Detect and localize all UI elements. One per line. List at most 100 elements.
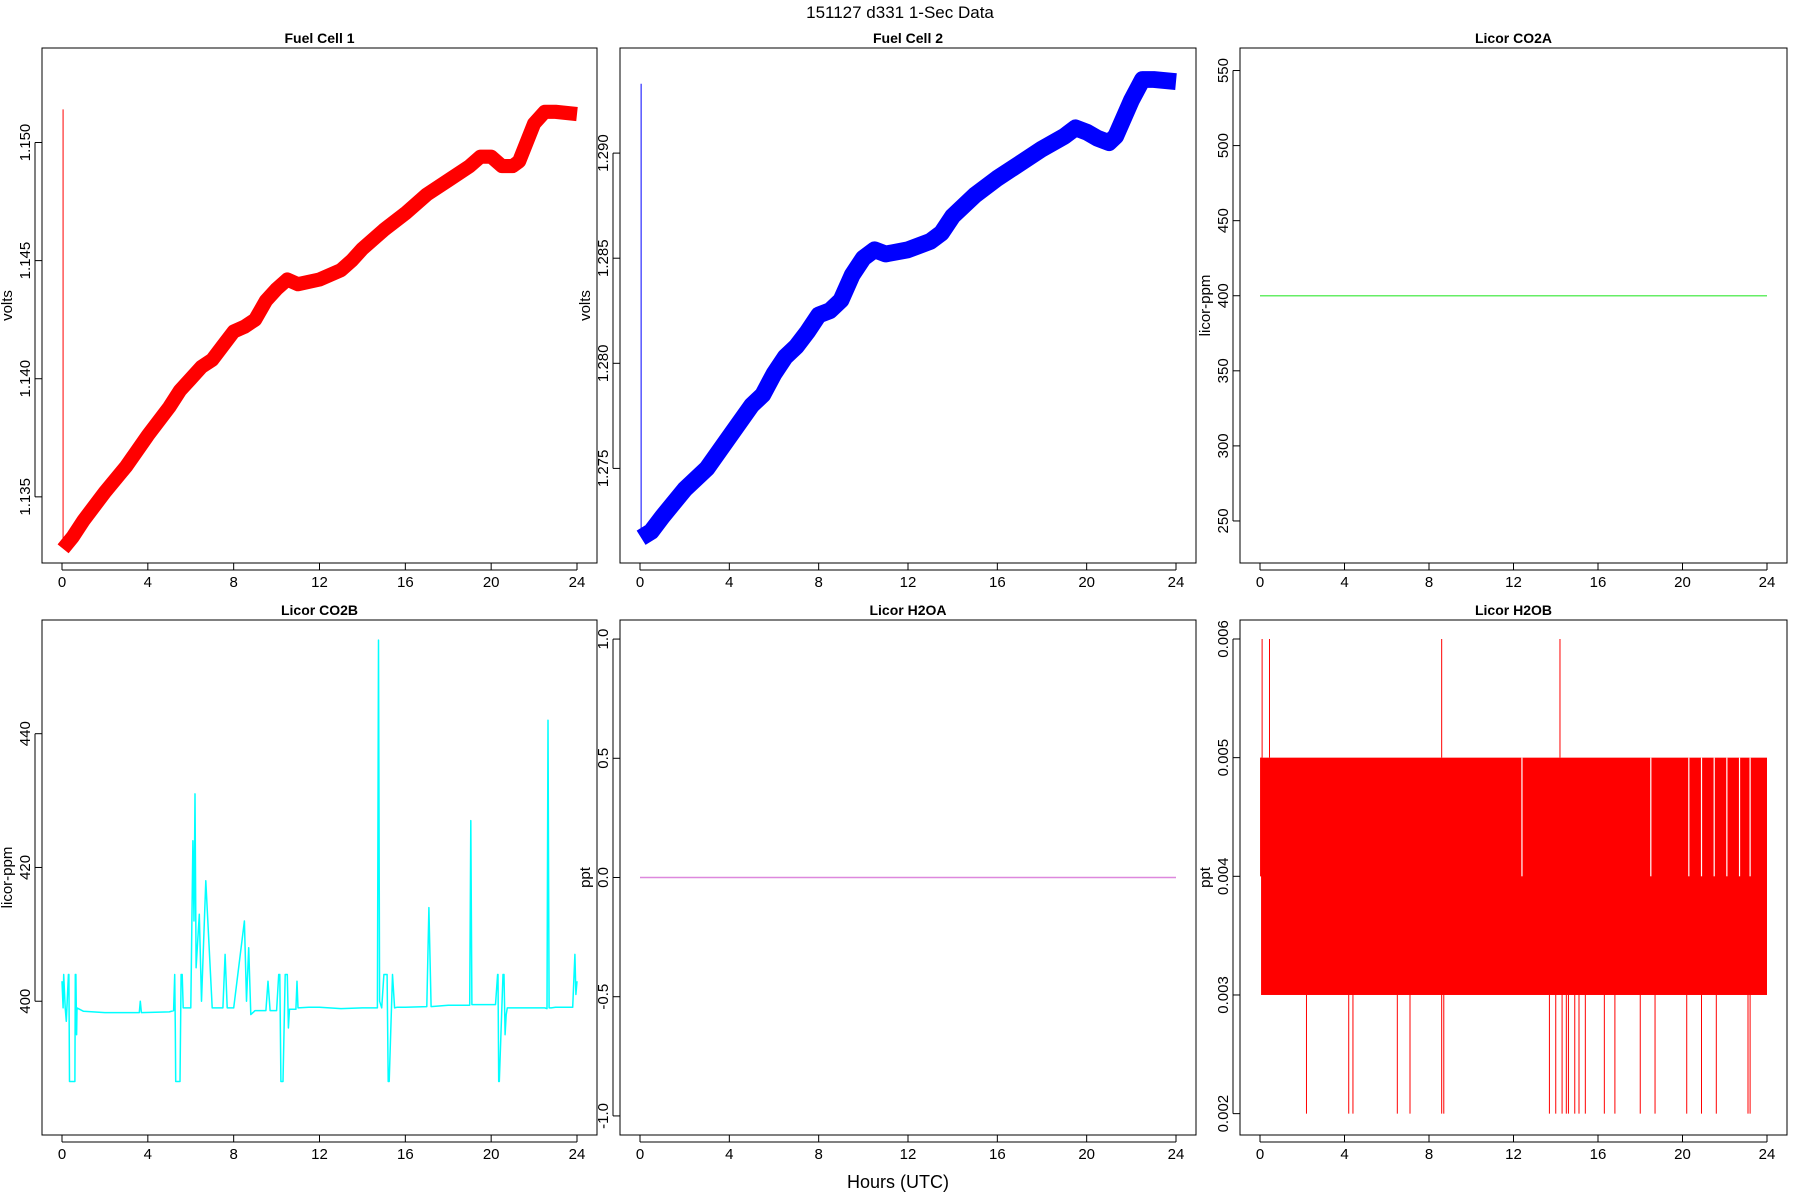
x-tick-label: 4 [1340, 1146, 1348, 1163]
x-tick-label: 0 [58, 574, 66, 591]
x-tick-label: 8 [814, 574, 822, 591]
x-tick-label: 20 [1078, 1146, 1095, 1163]
y-axis-label: ppt [577, 866, 594, 888]
panel-title: Licor H2OB [1475, 602, 1552, 618]
plot-area [57, 104, 578, 554]
x-tick-label: 0 [1256, 1146, 1264, 1163]
y-tick-label: 0.0 [595, 867, 612, 888]
x-tick-label: 8 [1425, 1146, 1433, 1163]
x-tick-label: 24 [1759, 1146, 1776, 1163]
x-tick-label: 16 [397, 574, 414, 591]
y-tick-label: 1.145 [17, 242, 34, 280]
y-axis-label: licor-ppm [0, 847, 16, 909]
y-axis-label: ppt [1197, 866, 1214, 888]
y-tick-label: 1.290 [595, 134, 612, 172]
panel-2: Fuel Cell 2 volts 0 4 8 12 16 20 24 1.275 1.280 1.2… [577, 30, 1197, 591]
y-tick-label: 1.280 [595, 345, 612, 383]
y-tick-label: 1.150 [17, 124, 34, 162]
plot-area [636, 71, 1177, 545]
x-tick-label: 20 [483, 574, 500, 591]
series-band [1261, 757, 1767, 995]
x-tick-label: 16 [397, 1146, 414, 1163]
x-tick-label: 4 [725, 1146, 733, 1163]
panel-title: Fuel Cell 1 [284, 30, 354, 46]
plot-frame [1239, 47, 1788, 564]
x-tick-label: 4 [144, 574, 152, 591]
y-tick-label: 0.5 [595, 748, 612, 769]
x-tick-label: 16 [989, 574, 1006, 591]
y-tick-label: 500 [1215, 133, 1232, 158]
x-tick-label: 20 [483, 1146, 500, 1163]
plot-frame [41, 47, 598, 564]
x-tick-label: 4 [1340, 574, 1348, 591]
y-tick-label: -0.5 [595, 984, 612, 1010]
x-tick-label: 0 [636, 574, 644, 591]
y-tick-label: 400 [1215, 283, 1232, 308]
y-tick-label: -1.0 [595, 1103, 612, 1129]
x-tick-label: 0 [636, 1146, 644, 1163]
x-tick-label: 24 [569, 574, 586, 591]
x-tick-label: 12 [1505, 574, 1522, 591]
figure-xlabel: Hours (UTC) [847, 1172, 949, 1192]
plot-area [61, 639, 578, 1083]
y-tick-label: 550 [1215, 58, 1232, 83]
x-tick-label: 8 [814, 1146, 822, 1163]
x-tick-label: 16 [989, 1146, 1006, 1163]
y-tick-label: 0.003 [1215, 976, 1232, 1014]
panel-4: Licor CO2B licor-ppm 0 4 8 12 16 20 24 400 420 440 [0, 602, 598, 1163]
panel-title: Licor CO2B [281, 602, 358, 618]
panel-title: Fuel Cell 2 [873, 30, 943, 46]
x-tick-label: 12 [900, 574, 917, 591]
x-tick-label: 12 [900, 1146, 917, 1163]
y-axis-label: volts [0, 290, 16, 321]
x-tick-label: 20 [1674, 574, 1691, 591]
panel-title: Licor CO2A [1475, 30, 1552, 46]
series-line [636, 71, 1177, 545]
panels: Fuel Cell 1 volts 0 4 8 12 16 20 24 1.135 1.140 1.1… [0, 30, 1788, 1163]
x-tick-label: 16 [1590, 1146, 1607, 1163]
plot-frame [41, 619, 598, 1136]
panel-5: Licor H2OA ppt 0 4 8 12 16 20 24 -1.0 -0.5 0.0 0.5 1.… [577, 602, 1197, 1163]
y-tick-label: 350 [1215, 358, 1232, 383]
x-tick-label: 4 [725, 574, 733, 591]
y-axis-label: licor-ppm [1197, 275, 1214, 337]
y-tick-label: 400 [17, 989, 34, 1014]
x-tick-label: 24 [569, 1146, 586, 1163]
y-tick-label: 450 [1215, 208, 1232, 233]
series-line [61, 639, 578, 1083]
y-tick-label: 1.275 [595, 450, 612, 488]
panel-1: Fuel Cell 1 volts 0 4 8 12 16 20 24 1.135 1.140 1.1… [0, 30, 598, 591]
y-tick-label: 0.005 [1215, 739, 1232, 777]
y-tick-label: 0.004 [1215, 858, 1232, 896]
x-tick-label: 0 [1256, 574, 1264, 591]
y-tick-label: 300 [1215, 433, 1232, 458]
y-tick-label: 1.0 [595, 629, 612, 650]
panel-title: Licor H2OA [869, 602, 946, 618]
y-tick-label: 1.140 [17, 360, 34, 398]
x-tick-label: 8 [229, 1146, 237, 1163]
y-tick-label: 440 [17, 721, 34, 746]
x-tick-label: 12 [1505, 1146, 1522, 1163]
figure-title: 151127 d331 1-Sec Data [806, 3, 994, 22]
x-tick-label: 20 [1674, 1146, 1691, 1163]
panel-3: Licor CO2A licor-ppm 0 4 8 12 16 20 24 250 300 350 4… [1197, 30, 1788, 591]
y-tick-label: 0.002 [1215, 1095, 1232, 1133]
y-tick-label: 420 [17, 855, 34, 880]
x-tick-label: 12 [311, 574, 328, 591]
x-tick-label: 0 [58, 1146, 66, 1163]
x-tick-label: 16 [1590, 574, 1607, 591]
panel-6: Licor H2OB ppt 0 4 8 12 16 20 24 0.002 0.003 0.004 0… [1197, 602, 1788, 1163]
y-tick-label: 1.285 [595, 239, 612, 277]
x-tick-label: 4 [144, 1146, 152, 1163]
y-tick-label: 0.006 [1215, 620, 1232, 658]
plot-frame [619, 47, 1197, 564]
x-tick-label: 20 [1078, 574, 1095, 591]
y-axis-label: volts [577, 290, 594, 321]
plot-area [1260, 638, 1767, 1114]
x-tick-label: 24 [1759, 574, 1776, 591]
x-tick-label: 12 [311, 1146, 328, 1163]
x-tick-label: 24 [1168, 1146, 1185, 1163]
y-tick-label: 250 [1215, 508, 1232, 533]
x-tick-label: 8 [229, 574, 237, 591]
